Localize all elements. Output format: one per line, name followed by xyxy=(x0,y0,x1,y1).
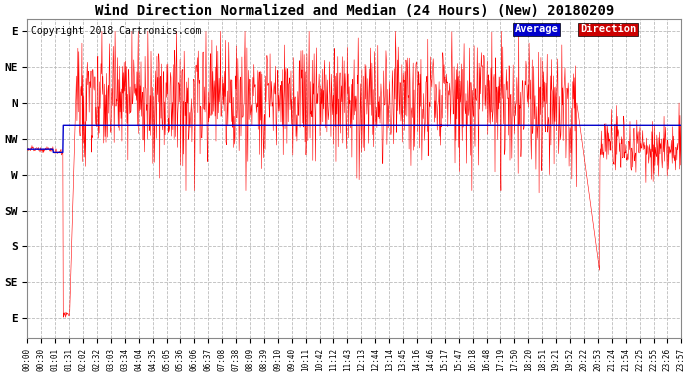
Text: Copyright 2018 Cartronics.com: Copyright 2018 Cartronics.com xyxy=(30,26,201,36)
Title: Wind Direction Normalized and Median (24 Hours) (New) 20180209: Wind Direction Normalized and Median (24… xyxy=(95,4,614,18)
Text: Average: Average xyxy=(515,24,558,34)
Text: Direction: Direction xyxy=(580,24,636,34)
